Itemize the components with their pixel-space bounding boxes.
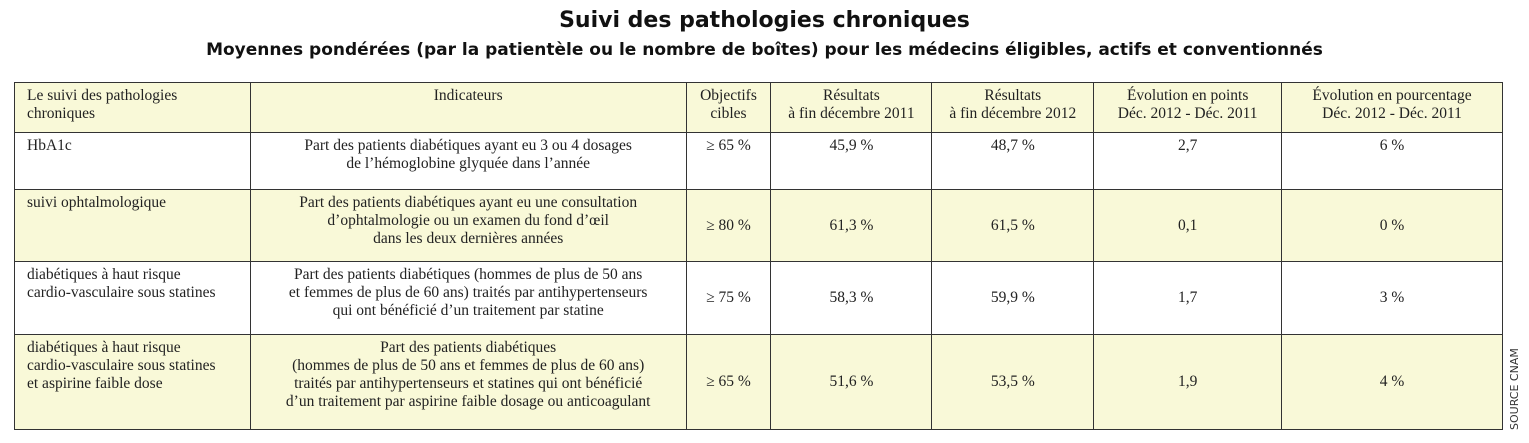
table-cell: diabétiques à haut risque cardio-vascula…: [14, 261, 251, 335]
table-cell: suivi ophtalmologique: [14, 189, 251, 262]
table-cell: ≥ 65 %: [685, 132, 772, 190]
table-cell: Part des patients diabétiques ayant eu u…: [249, 189, 687, 262]
page-subtitle: Moyennes pondérées (par la patientèle ou…: [206, 40, 1323, 60]
header-cell: Évolution en points Déc. 2012 - Déc. 201…: [1093, 82, 1283, 133]
table-cell: 58,3 %: [770, 261, 933, 335]
table-cell: Part des patients diabétiques (hommes de…: [249, 334, 687, 430]
header-cell: Indicateurs: [249, 82, 687, 133]
table-cell: 1,7: [1093, 261, 1283, 335]
header-cell: Résultats à fin décembre 2011: [770, 82, 933, 133]
source-credit: SOURCE CNAM: [1508, 348, 1521, 430]
table-cell: 48,7 %: [931, 132, 1095, 190]
table-cell: 4 %: [1281, 334, 1503, 430]
table-cell: 0 %: [1281, 189, 1503, 262]
header-cell: Résultats à fin décembre 2012: [931, 82, 1095, 133]
table-cell: 45,9 %: [770, 132, 933, 190]
table-cell: ≥ 80 %: [685, 189, 772, 262]
header-cell: Objectifs cibles: [685, 82, 772, 133]
table-cell: Part des patients diabétiques ayant eu 3…: [249, 132, 687, 190]
table-header-row: Le suivi des pathologies chroniques Indi…: [14, 82, 1503, 133]
header-cell: Évolution en pourcentage Déc. 2012 - Déc…: [1281, 82, 1503, 133]
table-cell: 59,9 %: [931, 261, 1095, 335]
table-cell: 51,6 %: [770, 334, 933, 430]
table-cell: 0,1: [1093, 189, 1283, 262]
table-cell: HbA1c: [14, 132, 251, 190]
page-title: Suivi des pathologies chroniques: [559, 8, 970, 33]
header-cell: Le suivi des pathologies chroniques: [14, 82, 251, 133]
pathologies-table: Le suivi des pathologies chroniques Indi…: [14, 82, 1503, 430]
table-cell: ≥ 75 %: [685, 261, 772, 335]
table-cell: diabétiques à haut risque cardio-vascula…: [14, 334, 251, 430]
table-cell: 1,9: [1093, 334, 1283, 430]
table-cell: 61,3 %: [770, 189, 933, 262]
table-cell: 53,5 %: [931, 334, 1095, 430]
table-cell: 6 %: [1281, 132, 1503, 190]
table-cell: Part des patients diabétiques (hommes de…: [249, 261, 687, 335]
table-cell: 2,7: [1093, 132, 1283, 190]
table-row: HbA1c Part des patients diabétiques ayan…: [14, 132, 1503, 190]
table-row: diabétiques à haut risque cardio-vascula…: [14, 261, 1503, 335]
table-cell: 61,5 %: [931, 189, 1095, 262]
table-cell: 3 %: [1281, 261, 1503, 335]
table-cell: ≥ 65 %: [685, 334, 772, 430]
table-row: diabétiques à haut risque cardio-vascula…: [14, 334, 1503, 430]
table-row: suivi ophtalmologique Part des patients …: [14, 189, 1503, 262]
